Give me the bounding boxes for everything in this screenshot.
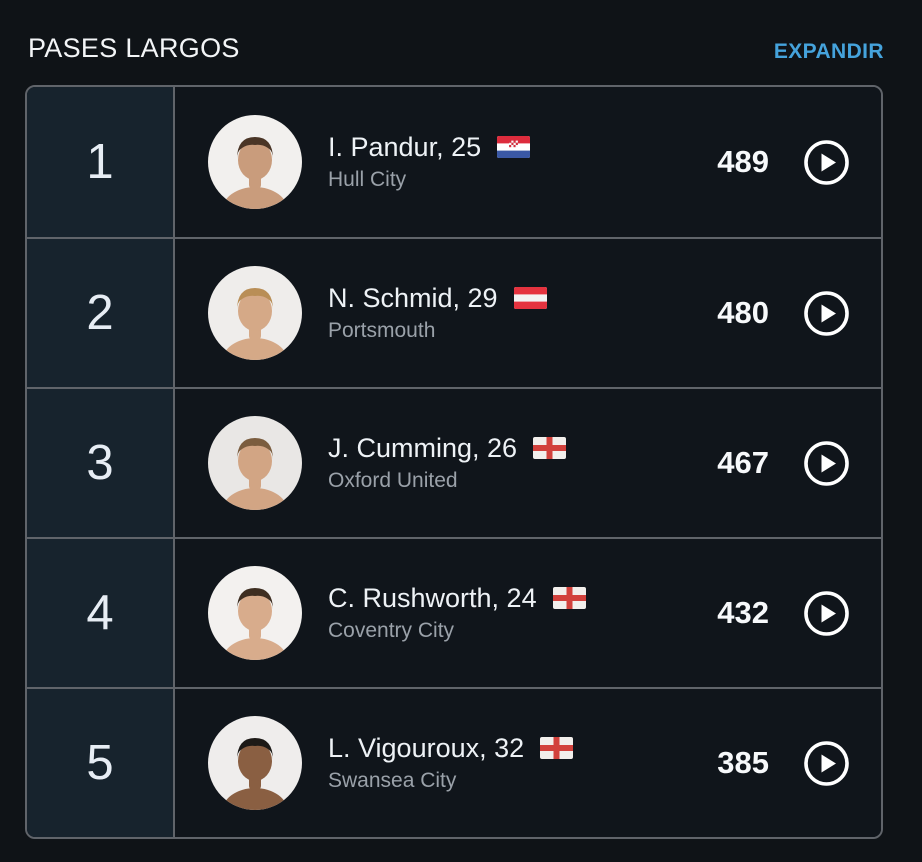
stat-value: 432 — [717, 595, 769, 630]
leaderboard-table: 1 I. Pandur, 25 — [25, 85, 883, 839]
player-info: L. Vigouroux, 32 Swansea City — [328, 732, 699, 794]
player-avatar — [208, 716, 302, 810]
rank-number: 5 — [86, 736, 114, 790]
croatia-flag-icon — [497, 136, 531, 158]
player-cell: C. Rushworth, 24 Coventry City 432 — [175, 539, 881, 687]
austria-flag-icon — [513, 287, 547, 309]
widget-title: PASES LARGOS — [28, 33, 240, 63]
player-cell: N. Schmid, 29 Portsmouth 480 — [175, 239, 881, 387]
player-info: C. Rushworth, 24 Coventry City — [328, 582, 699, 644]
england-flag-icon — [552, 587, 586, 609]
stat-value: 480 — [717, 295, 769, 330]
rank-number: 3 — [86, 436, 114, 490]
player-row[interactable]: 5 L. Vigouroux, 32 — [27, 687, 881, 837]
player-avatar — [208, 566, 302, 660]
rank-cell: 2 — [27, 239, 175, 387]
rank-cell: 3 — [27, 389, 175, 537]
team-name: Swansea City — [328, 769, 457, 792]
rank-number: 4 — [86, 586, 114, 640]
rank-cell: 4 — [27, 539, 175, 687]
player-name: C. Rushworth, 24 — [328, 583, 537, 613]
player-name-line: J. Cumming, 26 — [328, 432, 699, 464]
expand-button[interactable]: EXPANDIR — [773, 40, 884, 63]
rank-number: 1 — [86, 135, 114, 189]
stat-value: 489 — [717, 144, 769, 179]
player-info: J. Cumming, 26 Oxford United — [328, 432, 699, 494]
player-name: I. Pandur, 25 — [328, 132, 482, 162]
player-row[interactable]: 4 C. Rushworth, 24 — [27, 537, 881, 687]
play-icon — [804, 139, 849, 185]
stat-value: 385 — [717, 745, 769, 780]
team-name: Portsmouth — [328, 319, 436, 342]
play-video-button[interactable] — [803, 740, 850, 787]
rank-number: 2 — [86, 286, 114, 340]
player-avatar — [208, 115, 302, 209]
player-info: N. Schmid, 29 Portsmouth — [328, 282, 699, 344]
play-icon — [804, 590, 849, 636]
team-name: Coventry City — [328, 619, 455, 642]
player-row[interactable]: 3 J. Cumming, 26 — [27, 387, 881, 537]
play-icon — [804, 740, 849, 786]
play-icon — [804, 290, 849, 336]
player-info: I. Pandur, 25 Hull City — [328, 131, 699, 193]
player-name-line: L. Vigouroux, 32 — [328, 732, 699, 764]
play-video-button[interactable] — [803, 290, 850, 337]
player-avatar — [208, 266, 302, 360]
player-name-line: I. Pandur, 25 — [328, 131, 699, 163]
team-name: Oxford United — [328, 469, 458, 492]
team-name: Hull City — [328, 168, 407, 191]
player-cell: J. Cumming, 26 Oxford United 467 — [175, 389, 881, 537]
player-name: N. Schmid, 29 — [328, 283, 498, 313]
widget-header: PASES LARGOS EXPANDIR — [0, 0, 922, 64]
play-video-button[interactable] — [803, 590, 850, 637]
stat-value: 467 — [717, 445, 769, 480]
player-row[interactable]: 1 I. Pandur, 25 — [27, 87, 881, 237]
player-name-line: N. Schmid, 29 — [328, 282, 699, 314]
player-name: J. Cumming, 26 — [328, 433, 518, 463]
england-flag-icon — [540, 737, 574, 759]
player-name: L. Vigouroux, 32 — [328, 733, 525, 763]
player-cell: L. Vigouroux, 32 Swansea City 385 — [175, 689, 881, 837]
player-cell: I. Pandur, 25 Hull City 489 — [175, 87, 881, 237]
player-row[interactable]: 2 N. Schmid, 29 — [27, 237, 881, 387]
rank-cell: 1 — [27, 87, 175, 237]
player-avatar — [208, 416, 302, 510]
player-name-line: C. Rushworth, 24 — [328, 582, 699, 614]
rank-cell: 5 — [27, 689, 175, 837]
play-video-button[interactable] — [803, 440, 850, 487]
england-flag-icon — [533, 437, 567, 459]
play-video-button[interactable] — [803, 139, 850, 186]
play-icon — [804, 440, 849, 486]
